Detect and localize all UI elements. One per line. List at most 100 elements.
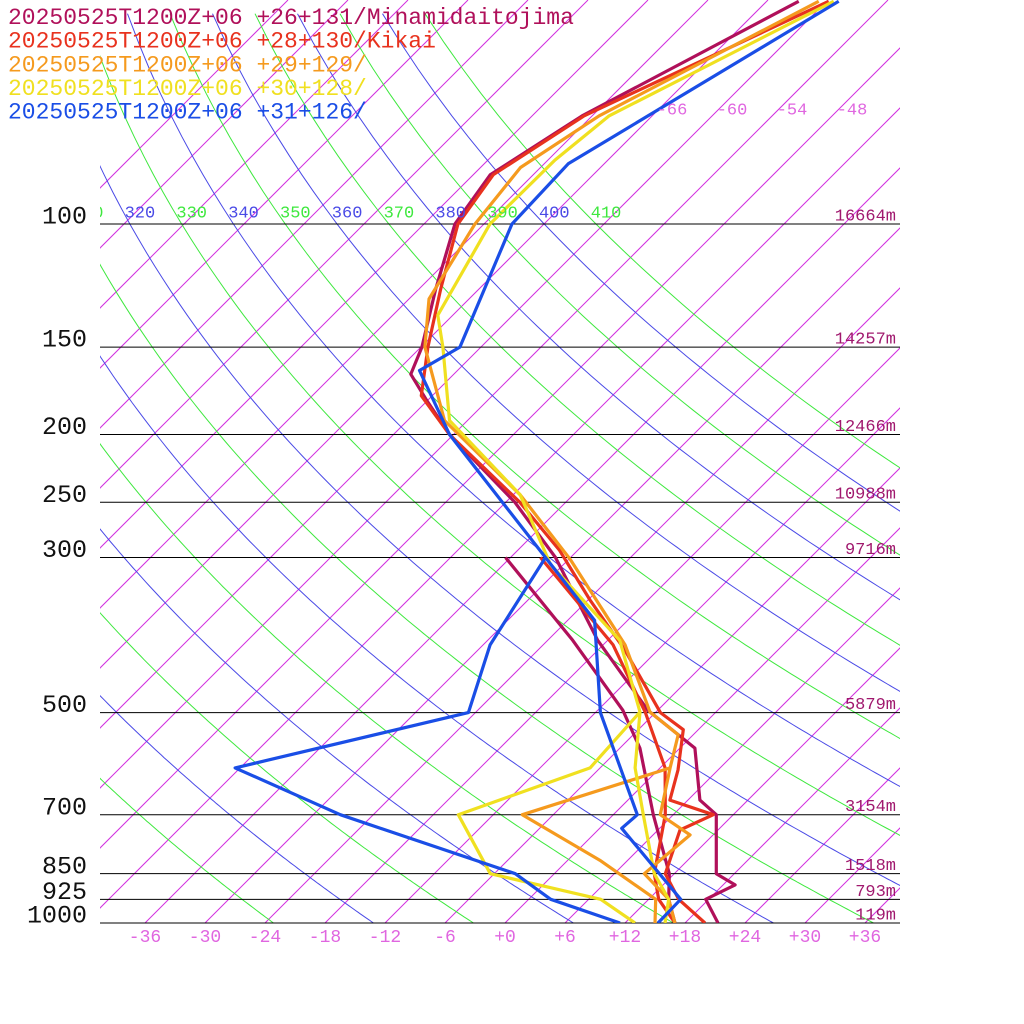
isotherm bbox=[444, 467, 900, 923]
traces bbox=[233, 0, 840, 923]
height-label: 10988m bbox=[835, 486, 896, 505]
adiabat-label: 410 bbox=[591, 205, 622, 224]
adiabat-label: 390 bbox=[487, 205, 518, 224]
dry-adiabat bbox=[127, 13, 900, 788]
x-tick-label: +12 bbox=[609, 928, 641, 948]
pressure-label: 700 bbox=[42, 793, 87, 822]
isotherm-label: -54 bbox=[777, 101, 808, 120]
temperature-trace bbox=[423, 0, 820, 923]
height-label: 14257m bbox=[835, 331, 896, 350]
dry-adiabat bbox=[100, 694, 374, 923]
dry-adiabat bbox=[169, 13, 900, 740]
legend-entry: 20250525T1200Z+06 +31+126/ bbox=[8, 99, 367, 125]
dry-adiabat bbox=[100, 263, 874, 923]
adiabat-label: 380 bbox=[435, 205, 466, 224]
x-tick-label: -6 bbox=[434, 928, 456, 948]
dry-adiabat bbox=[100, 777, 274, 923]
dry-adiabat bbox=[382, 13, 900, 512]
adiabat-label: 350 bbox=[280, 205, 311, 224]
isotherm bbox=[100, 0, 409, 309]
dry-adiabat bbox=[212, 13, 900, 692]
legend-entry: 20250525T1200Z+06 +29+129/ bbox=[8, 52, 367, 78]
isotherm bbox=[684, 707, 900, 923]
dewpoint-trace bbox=[520, 766, 671, 923]
isotherm-label: -66 bbox=[657, 101, 688, 120]
isotherm bbox=[100, 0, 349, 249]
height-label: 9716m bbox=[845, 541, 896, 560]
x-tick-label: -24 bbox=[249, 928, 281, 948]
adiabat-label: 340 bbox=[228, 205, 259, 224]
pressure-label: 300 bbox=[42, 536, 87, 565]
isotherm bbox=[100, 0, 469, 369]
isotherm bbox=[204, 227, 900, 923]
x-tick-label: +36 bbox=[849, 928, 881, 948]
dry-adiabat bbox=[424, 13, 900, 469]
height-label: 16664m bbox=[835, 208, 896, 227]
pressure-label: 150 bbox=[42, 326, 87, 355]
isotherm-label: -60 bbox=[717, 101, 748, 120]
pressure-label: 500 bbox=[42, 691, 87, 720]
isotherm bbox=[100, 0, 829, 729]
height-label: 3154m bbox=[845, 798, 896, 817]
legend-entry: 20250525T1200Z+06 +26+131/Minamidaitojim… bbox=[8, 5, 574, 31]
isotherm bbox=[264, 287, 900, 923]
height-label: 1518m bbox=[845, 857, 896, 876]
labels: 310 320 330 340 350 360 370 380 390 400 410 -66 -60 -… bbox=[8, 5, 896, 948]
x-tick-label: +18 bbox=[669, 928, 701, 948]
isotherm bbox=[744, 767, 900, 923]
height-label: 5879m bbox=[845, 696, 896, 715]
legend-entry: 20250525T1200Z+06 +28+130/Kikai bbox=[8, 29, 436, 55]
x-tick-label: +6 bbox=[554, 928, 576, 948]
pressure-levels bbox=[100, 223, 900, 924]
isotherm bbox=[100, 0, 529, 429]
adiabat-label: 370 bbox=[384, 205, 415, 224]
isotherm bbox=[144, 167, 900, 923]
pressure-label: 850 bbox=[42, 852, 87, 881]
x-tick-label: -18 bbox=[309, 928, 341, 948]
isotherm bbox=[384, 407, 900, 923]
dewpoint-trace bbox=[233, 556, 621, 923]
isotherm-label: -48 bbox=[837, 101, 868, 120]
temperature-trace bbox=[436, 0, 835, 923]
isotherm bbox=[564, 587, 900, 923]
temperature-trace bbox=[419, 0, 830, 923]
isotherm bbox=[100, 0, 649, 549]
isotherm bbox=[624, 647, 900, 923]
adiabat-label: 310 bbox=[73, 205, 104, 224]
legend-entry: 20250525T1200Z+06 +30+128/ bbox=[8, 76, 367, 102]
isotherm bbox=[100, 0, 889, 789]
pressure-label: 250 bbox=[42, 481, 87, 510]
pressure-label: 100 bbox=[42, 203, 87, 232]
adiabat-label: 330 bbox=[176, 205, 207, 224]
height-label: 119m bbox=[855, 906, 896, 925]
pressure-label: 1000 bbox=[27, 902, 87, 931]
dry-adiabat bbox=[100, 55, 900, 837]
adiabat-label: 360 bbox=[332, 205, 363, 224]
dry-adiabat bbox=[339, 13, 900, 556]
x-tick-label: +24 bbox=[729, 928, 761, 948]
dry-adiabat bbox=[100, 443, 674, 923]
isotherm bbox=[100, 0, 709, 609]
isotherm bbox=[324, 347, 900, 923]
isotherm bbox=[504, 527, 900, 923]
x-tick-label: -30 bbox=[189, 928, 221, 948]
dry-adiabat bbox=[100, 528, 574, 923]
x-tick-label: -12 bbox=[369, 928, 401, 948]
dewpoint-trace bbox=[504, 556, 677, 923]
dewpoint-trace bbox=[456, 710, 642, 923]
x-tick-label: +0 bbox=[494, 928, 516, 948]
height-label: 12466m bbox=[835, 418, 896, 437]
x-tick-label: +30 bbox=[789, 928, 821, 948]
dry-adiabat bbox=[100, 355, 774, 923]
height-label: 793m bbox=[855, 883, 896, 902]
dry-adiabat bbox=[297, 13, 900, 601]
dry-adiabat bbox=[100, 612, 474, 923]
dry-adiabat bbox=[254, 13, 900, 646]
pressure-label: 200 bbox=[42, 413, 87, 442]
pressure-label: 925 bbox=[42, 878, 87, 907]
x-tick-label: -36 bbox=[129, 928, 161, 948]
adiabat-label: 400 bbox=[539, 205, 570, 224]
temperature-trace bbox=[417, 0, 840, 923]
